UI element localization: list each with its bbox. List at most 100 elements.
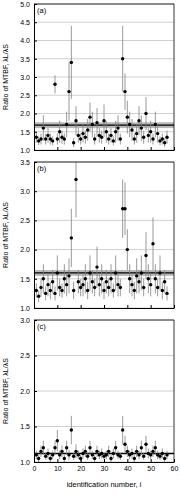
tick: 3.0 (20, 317, 37, 324)
tick-label: 1.5 (20, 128, 30, 135)
y-axis: 1.0 1.5 2.0 2.5 3.0 (20, 317, 37, 466)
point (49, 289, 52, 292)
panel: 1.01.52.02.53.03.54.04.55.0(a)Ratio of M… (2, 1, 175, 154)
grid-line (34, 162, 174, 163)
tick-label: 5.0 (20, 1, 30, 8)
tick (174, 147, 175, 150)
point (163, 141, 166, 144)
tick-label: 40 (124, 465, 132, 472)
tick: 1.5 (20, 423, 37, 430)
panel: 01020304050601.01.52.02.53.0(c)Ratio of … (2, 317, 178, 489)
point (35, 453, 38, 456)
tick-label: 1.0 (20, 147, 30, 154)
tick-mark (34, 391, 37, 392)
point (58, 453, 61, 456)
x-axis (35, 305, 175, 309)
tick-label: 3.0 (20, 317, 30, 324)
point (46, 283, 49, 286)
point (95, 265, 98, 268)
tick-mark (34, 427, 37, 428)
tick: 4.5 (20, 19, 37, 26)
point (149, 453, 152, 456)
point (84, 136, 87, 139)
point (121, 57, 124, 60)
point (123, 443, 126, 446)
tick-mark (151, 305, 152, 308)
point (56, 439, 59, 442)
point (93, 137, 96, 140)
point (156, 132, 159, 135)
tick: 20 (77, 459, 85, 472)
grid-line (34, 4, 174, 5)
tick-mark (104, 147, 105, 150)
point (65, 123, 68, 126)
point (91, 123, 94, 126)
tick-mark (34, 132, 37, 133)
point (119, 137, 122, 140)
point (165, 453, 168, 456)
point (58, 130, 61, 133)
point (79, 137, 82, 140)
tick: 2.0 (20, 388, 37, 395)
tick: 2.5 (20, 352, 37, 359)
point (161, 452, 164, 455)
point (163, 457, 166, 460)
tick (151, 147, 152, 150)
tick: 2.0 (20, 110, 37, 117)
tick-mark (81, 305, 82, 308)
grid (34, 162, 174, 308)
tick-mark (127, 147, 128, 150)
tick-label: 3.5 (20, 159, 30, 166)
tick-mark (34, 279, 37, 280)
tick (151, 305, 152, 308)
point (102, 289, 105, 292)
point (121, 428, 124, 431)
point (79, 286, 82, 289)
point (53, 83, 56, 86)
point (109, 457, 112, 460)
point (144, 254, 147, 257)
tick-label: 1.0 (20, 459, 30, 466)
point (72, 455, 75, 458)
point (42, 446, 45, 449)
point (107, 450, 110, 453)
point (126, 248, 129, 251)
tick-mark (34, 320, 37, 321)
point (147, 277, 150, 280)
frame (174, 320, 175, 462)
tick-label: 1.0 (20, 305, 30, 312)
axis-line (35, 462, 175, 463)
tick-label: 20 (77, 465, 85, 472)
tick-mark (34, 308, 37, 309)
point (154, 277, 157, 280)
point (165, 292, 168, 295)
panel-label: (b) (37, 164, 47, 173)
point (161, 137, 164, 140)
panel-label: (a) (37, 6, 47, 15)
point (142, 136, 145, 139)
tick: 1.5 (20, 276, 37, 283)
tick-label: 4.5 (20, 19, 30, 26)
point (161, 289, 164, 292)
y-axis: 1.01.52.02.53.03.54.04.55.0 (20, 1, 37, 154)
tick (127, 305, 128, 308)
point (74, 450, 77, 453)
point (60, 289, 63, 292)
point (114, 271, 117, 274)
grid-line (34, 426, 174, 427)
point (88, 446, 91, 449)
tick: 2.5 (20, 217, 37, 224)
point (149, 130, 152, 133)
point (35, 136, 38, 139)
tick-label: 3.5 (20, 55, 30, 62)
point (95, 121, 98, 124)
grid (34, 4, 174, 150)
tick-mark (34, 95, 37, 96)
frame (34, 320, 174, 321)
plot-area (34, 162, 174, 302)
tick-mark (34, 220, 37, 221)
plot-area (34, 26, 174, 147)
tick: 1.0 (20, 147, 37, 154)
point (156, 286, 159, 289)
point (154, 446, 157, 449)
